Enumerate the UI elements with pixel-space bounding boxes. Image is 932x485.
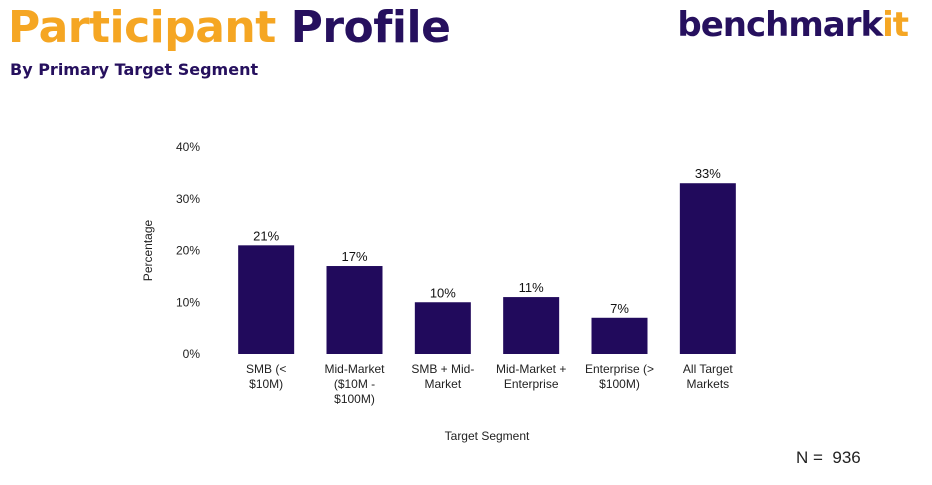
x-axis-title: Target Segment <box>445 429 530 443</box>
bar <box>326 266 383 354</box>
page-title-part2: Profile <box>290 2 451 53</box>
bar <box>679 183 736 354</box>
sample-size-label: N = 936 <box>796 448 861 467</box>
page-subtitle: By Primary Target Segment <box>10 60 259 79</box>
logo-main-text: benchmark <box>677 5 883 45</box>
bar-value-label: 21% <box>253 228 279 243</box>
bar-value-label: 11% <box>519 280 544 295</box>
bar <box>591 317 648 354</box>
bar-value-label: 10% <box>430 285 456 300</box>
y-tick-label: 40% <box>176 140 200 154</box>
x-tick-label: Enterprise (> $100M) <box>585 362 654 391</box>
y-tick-label: 0% <box>183 347 201 361</box>
y-tick-label: 20% <box>176 244 200 258</box>
x-tick-label: SMB (< $10M) <box>246 362 286 391</box>
x-tick-label: Mid-Market ($10M -$100M) <box>324 362 385 406</box>
y-axis-title: Percentage <box>141 219 155 281</box>
logo-accent-text: it <box>882 5 909 45</box>
x-tick-label: SMB + Mid-Market <box>411 362 474 391</box>
x-tick-label: Mid-Market + Enterprise <box>496 362 566 391</box>
bar <box>238 245 295 354</box>
y-tick-label: 10% <box>176 295 200 309</box>
bar-value-label: 17% <box>341 249 367 264</box>
bar-value-label: 7% <box>610 301 629 316</box>
bar-value-label: 33% <box>695 166 721 181</box>
page-title: Participant Profile <box>8 2 451 54</box>
bar <box>503 297 560 354</box>
page-title-part1: Participant <box>8 2 276 53</box>
y-tick-label: 30% <box>176 192 200 206</box>
bar <box>414 302 471 354</box>
benchmarkit-logo: benchmarkit <box>677 4 909 46</box>
x-tick-label: All Target Markets <box>683 362 733 391</box>
